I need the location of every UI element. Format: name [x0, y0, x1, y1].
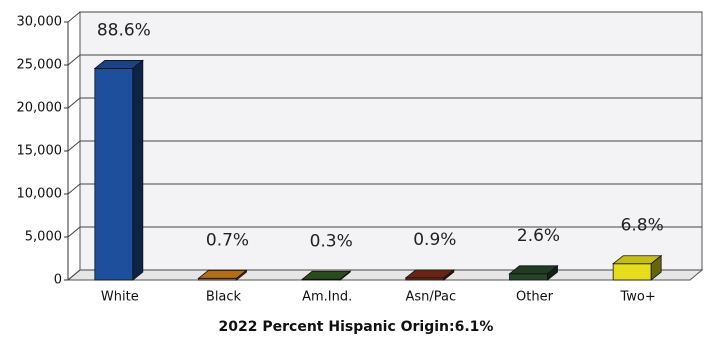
grid-line [67, 97, 702, 109]
bar-side [132, 59, 144, 281]
x-tick-label: Black [206, 290, 242, 305]
y-tick-label: 20,000 [17, 101, 63, 116]
grid-line [67, 269, 702, 281]
percent-label: 2.6% [517, 226, 560, 246]
percent-label: 0.9% [413, 230, 456, 250]
x-tick-label: White [101, 290, 139, 305]
x-tick-label: Two+ [620, 290, 656, 305]
grid-line [67, 140, 702, 152]
percent-label: 0.7% [206, 230, 249, 250]
grid-line [67, 226, 702, 238]
bar-side [339, 270, 351, 281]
x-tick-label: Other [516, 290, 554, 305]
caption: 2022 Percent Hispanic Origin:6.1% [219, 319, 494, 335]
percent-label: 0.3% [310, 231, 353, 251]
grid-line [67, 54, 702, 66]
y-tick-label: 30,000 [17, 15, 63, 30]
y-tick-label: 5,000 [25, 230, 62, 245]
bar [612, 263, 652, 281]
bar-side [443, 269, 455, 281]
bar-side [650, 254, 662, 281]
bar [509, 273, 548, 281]
grid-line [67, 183, 702, 195]
y-tick-label: 10,000 [17, 187, 63, 202]
bar-side [236, 269, 247, 281]
bar-side [547, 264, 558, 281]
percent-label: 88.6% [97, 20, 151, 40]
percent-label: 6.8% [621, 216, 664, 236]
x-tick-label: Am.Ind. [302, 290, 352, 305]
x-tick-label: Asn/Pac [406, 290, 457, 305]
y-tick-label: 0 [54, 273, 62, 288]
bar [94, 68, 134, 281]
y-tick-label: 25,000 [17, 58, 63, 73]
y-tick-label: 15,000 [17, 144, 63, 159]
grid-line [67, 11, 702, 23]
floor [66, 269, 704, 281]
